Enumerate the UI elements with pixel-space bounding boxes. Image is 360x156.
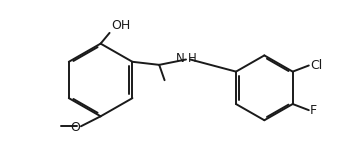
Text: Cl: Cl — [310, 58, 322, 72]
Text: N: N — [175, 52, 184, 65]
Text: OH: OH — [111, 19, 131, 32]
Text: F: F — [310, 104, 317, 117]
Text: O: O — [70, 121, 80, 134]
Text: H: H — [188, 52, 196, 65]
